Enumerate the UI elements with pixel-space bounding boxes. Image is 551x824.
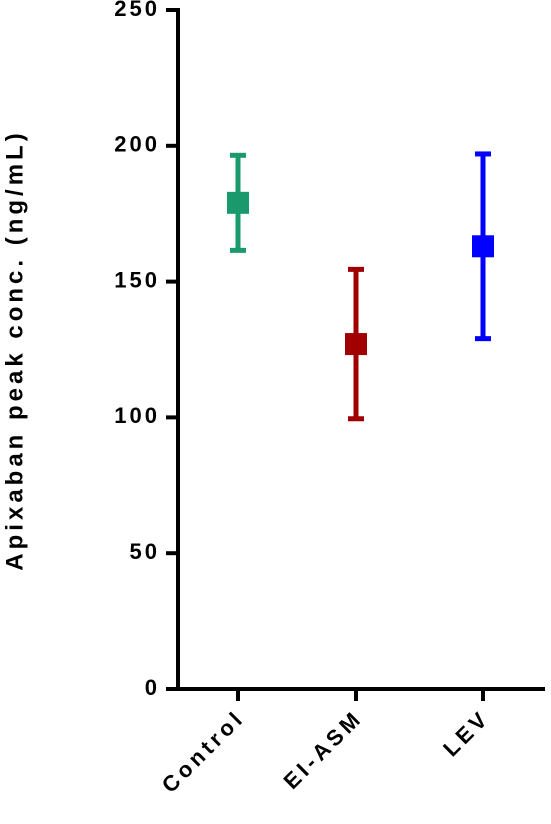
y-tick-label: 100	[114, 403, 160, 428]
y-tick-label: 200	[114, 132, 160, 157]
mean-marker	[472, 235, 494, 258]
y-axis-label: Apixaban peak conc. (ng/mL)	[1, 129, 28, 570]
mean-marker	[227, 191, 249, 214]
mean-marker	[345, 333, 367, 356]
x-tick-label: LEV	[438, 705, 494, 761]
y-tick-label: 50	[130, 539, 160, 564]
y-tick-label: 0	[145, 675, 160, 700]
x-tick-label: EI-ASM	[278, 705, 367, 794]
x-tick-label: Control	[157, 705, 250, 798]
y-tick-label: 150	[114, 267, 160, 292]
y-tick-label: 250	[114, 0, 160, 21]
